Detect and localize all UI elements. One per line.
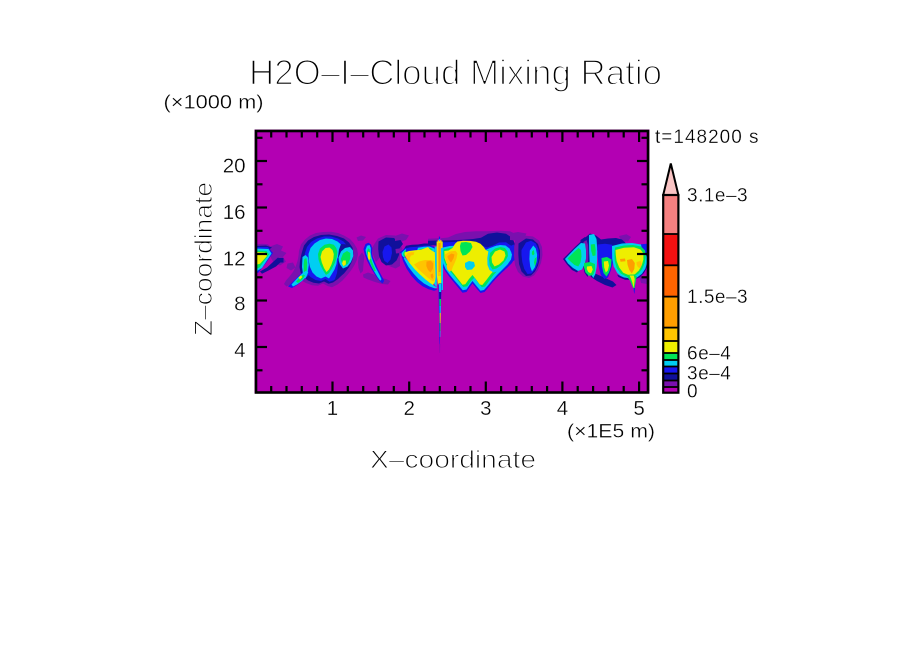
svg-text:X–coordinate: X–coordinate <box>370 446 536 474</box>
svg-text:Z–coordinate: Z–coordinate <box>190 182 218 336</box>
svg-text:6e–4: 6e–4 <box>687 344 731 365</box>
svg-text:8: 8 <box>234 293 245 316</box>
svg-text:1.5e–3: 1.5e–3 <box>687 287 748 308</box>
svg-text:3e–4: 3e–4 <box>687 364 731 385</box>
svg-text:t=148200 s: t=148200 s <box>655 127 760 148</box>
svg-text:4: 4 <box>234 339 245 362</box>
svg-text:5: 5 <box>633 397 644 420</box>
svg-text:H2O–I–Cloud Mixing Ratio: H2O–I–Cloud Mixing Ratio <box>249 54 662 93</box>
svg-text:(×1E5 m): (×1E5 m) <box>567 422 655 443</box>
svg-text:2: 2 <box>403 397 414 420</box>
svg-text:12: 12 <box>223 247 246 270</box>
svg-text:3: 3 <box>480 397 491 420</box>
svg-text:0: 0 <box>687 382 698 403</box>
svg-text:1: 1 <box>327 397 338 420</box>
svg-text:3.1e–3: 3.1e–3 <box>687 186 748 207</box>
svg-text:16: 16 <box>223 201 246 224</box>
svg-text:4: 4 <box>557 397 568 420</box>
svg-text:(×1000 m): (×1000 m) <box>164 93 264 114</box>
svg-text:20: 20 <box>223 154 246 177</box>
